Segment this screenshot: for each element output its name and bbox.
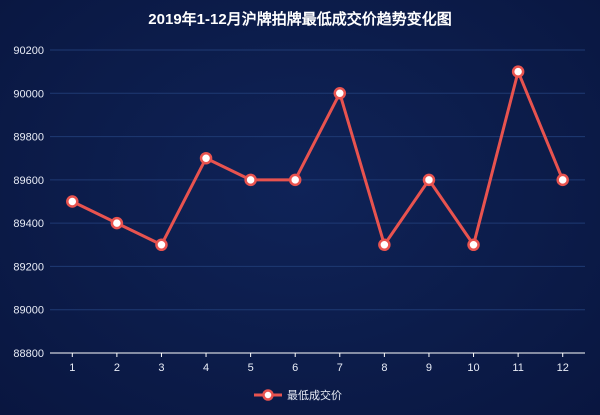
y-tick-label: 89600 (13, 175, 44, 187)
x-tick-label: 2 (114, 362, 120, 374)
x-tick-label: 9 (426, 362, 432, 374)
x-tick-label: 5 (248, 362, 254, 374)
y-tick-label: 89800 (13, 132, 44, 144)
data-point[interactable] (110, 216, 124, 230)
legend[interactable]: 最低成交价 (254, 388, 342, 402)
data-point[interactable] (511, 65, 525, 78)
x-tick-label: 7 (337, 362, 343, 374)
x-axis: 1 2 3 4 5 6 7 8 9 10 11 12 (50, 352, 585, 374)
chart-title: 2019年1-12月沪牌拍牌最低成交价趋势变化图 (148, 10, 451, 28)
data-point[interactable] (333, 87, 347, 100)
data-point[interactable] (66, 195, 79, 208)
data-point[interactable] (288, 173, 302, 187)
y-axis: 88800 89000 89200 89400 89600 89800 90000 90200 (13, 45, 44, 360)
x-tick-label: 12 (557, 362, 569, 374)
x-tick-label: 10 (467, 362, 479, 374)
data-point[interactable] (155, 238, 168, 252)
x-tick-label: 8 (381, 362, 387, 374)
y-tick-label: 89400 (13, 218, 44, 230)
y-tick-label: 90000 (13, 88, 44, 100)
data-point[interactable] (199, 151, 213, 165)
y-tick-label: 89000 (13, 305, 44, 317)
x-tick-label: 1 (69, 362, 75, 374)
series-line (70, 70, 565, 247)
data-point[interactable] (244, 173, 257, 187)
y-tick-label: 89200 (13, 261, 44, 273)
x-tick-label: 3 (158, 362, 164, 374)
legend-label-series: 最低成交价 (287, 388, 342, 402)
grid-lines (50, 49, 585, 354)
data-point[interactable] (422, 173, 436, 187)
x-tick-label: 6 (292, 362, 298, 374)
x-tick-label: 4 (203, 362, 209, 374)
y-tick-label: 90200 (13, 45, 44, 57)
series-layer (66, 65, 569, 252)
legend-marker-swatch (262, 389, 274, 401)
x-tick-label: 11 (512, 362, 523, 374)
data-point[interactable] (556, 173, 569, 187)
data-point[interactable] (467, 238, 480, 252)
y-tick-label: 88800 (13, 348, 44, 360)
data-point[interactable] (378, 238, 391, 252)
